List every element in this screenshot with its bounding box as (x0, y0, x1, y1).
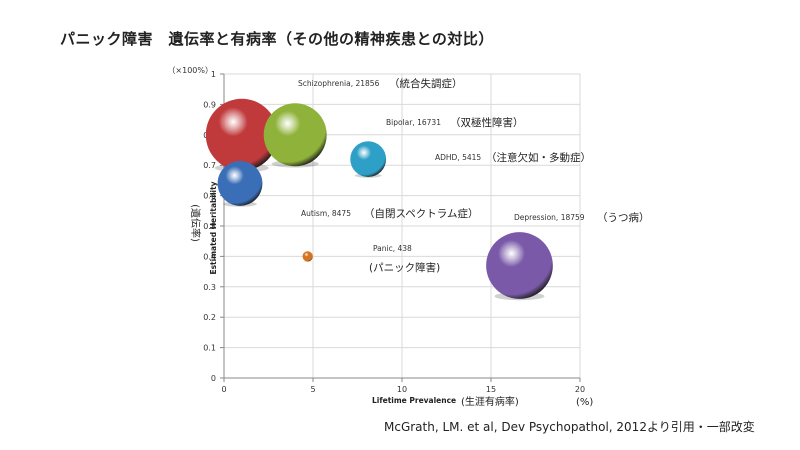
bubble-label-jp-adhd: （注意欠如・多動症） (486, 151, 591, 164)
citation: McGrath, LM. et al, Dev Psychopathol, 20… (384, 420, 755, 434)
chart-axes: 00.10.20.30.40.50.60.70.80.9105101520（×1… (167, 66, 593, 408)
y-tick-label: 0.7 (203, 161, 216, 170)
bubble-label-autism: Autism, 8475 (301, 209, 351, 218)
x-axis-title: Lifetime Prevalence (372, 396, 456, 405)
bubble-label-adhd: ADHD, 5415 (435, 153, 481, 162)
bubble-panic (302, 251, 313, 262)
bubble-bipolar (263, 103, 327, 167)
bubble-autism (217, 161, 263, 206)
bubble-label-bipolar: Bipolar, 16731 (386, 118, 441, 127)
y-axis-title: Estimated Heritability (209, 181, 218, 274)
chart-labels: Schizophrenia, 21856 （統合失調症） Bipolar, 1673… (298, 77, 650, 274)
x-tick-label: 15 (486, 385, 496, 394)
bubble-label-jp-schizophrenia: （統合失調症） (389, 77, 463, 90)
bubble-label-jp-bipolar: （双極性障害） (450, 116, 524, 129)
bubble-schizophrenia (205, 98, 278, 171)
y-tick-label: 0.2 (203, 313, 216, 322)
bubble-label-jp-panic: (パニック障害) (369, 261, 440, 274)
x-tick-label: 20 (575, 385, 585, 394)
y-tick-label: 0 (211, 374, 216, 383)
bubble-label-panic: Panic, 438 (373, 244, 412, 253)
bubble-label-jp-autism: （自閉スペクトラム症） (364, 207, 478, 220)
y-tick-label: 0.3 (203, 283, 216, 292)
x-tick-label: 5 (310, 385, 315, 394)
bubble-adhd (350, 141, 387, 178)
y-tick-label: 0.6 (203, 192, 216, 201)
slide-title: パニック障害 遺伝率と有病率（その他の精神疾患との対比） (60, 30, 494, 48)
x-axis-title-jp: (生涯有病率) (461, 395, 519, 408)
y-tick-label: 0.9 (203, 100, 216, 109)
y-tick-label: 0.1 (203, 344, 216, 353)
bubble-label-jp-depression: （うつ病） (597, 211, 650, 224)
x-unit-label: (%) (576, 397, 593, 408)
y-tick-label: 0.5 (203, 222, 216, 231)
bubble-label-schizophrenia: Schizophrenia, 21856 (298, 79, 380, 88)
bubble-depression (486, 232, 553, 299)
x-tick-label: 0 (221, 385, 226, 394)
bubble-label-depression: Depression, 18759 (514, 213, 585, 222)
y-axis-title-jp: (遺伝率) (189, 204, 202, 242)
y-tick-label: 0.4 (203, 252, 216, 261)
x-tick-label: 10 (397, 385, 407, 394)
y-tick-label: 1 (211, 70, 216, 79)
chart-bubbles (205, 98, 553, 301)
y-unit-label: （×100%） (167, 66, 213, 75)
